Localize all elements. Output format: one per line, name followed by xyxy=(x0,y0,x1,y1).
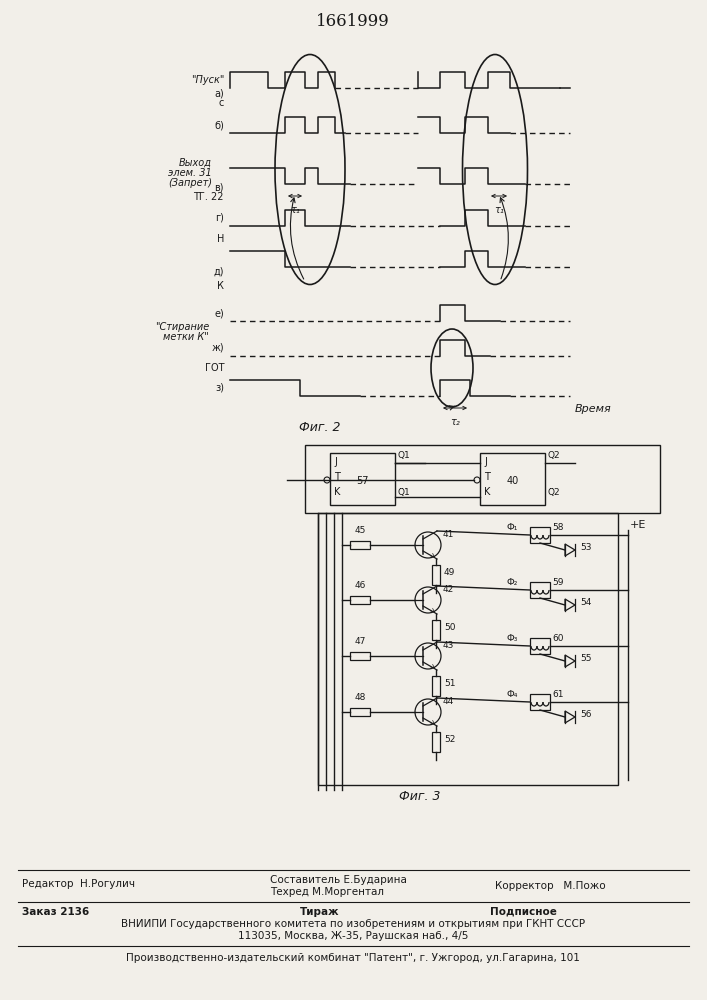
Text: 46: 46 xyxy=(354,581,366,590)
Text: е): е) xyxy=(214,308,224,318)
Text: Н: Н xyxy=(216,233,224,243)
Bar xyxy=(350,708,370,716)
Bar xyxy=(432,676,440,696)
Text: 52: 52 xyxy=(444,735,455,744)
Bar xyxy=(432,565,440,585)
Text: 42: 42 xyxy=(443,585,455,594)
Text: ГОТ: ГОТ xyxy=(204,363,224,373)
Text: Тираж: Тираж xyxy=(300,907,339,917)
Text: 61: 61 xyxy=(552,690,563,699)
Text: элем. 31: элем. 31 xyxy=(168,168,212,178)
Text: 1661999: 1661999 xyxy=(316,13,390,30)
Text: 60: 60 xyxy=(552,634,563,643)
Text: K: K xyxy=(334,487,340,497)
Text: "Стирание: "Стирание xyxy=(155,322,209,332)
Text: Q1: Q1 xyxy=(397,451,410,460)
Text: Выход: Выход xyxy=(179,158,212,168)
Text: τ₁: τ₁ xyxy=(290,205,300,215)
Text: +E: +E xyxy=(630,520,646,530)
Bar xyxy=(305,445,660,513)
Bar xyxy=(350,652,370,660)
Bar xyxy=(432,620,440,640)
Text: Производственно-издательский комбинат "Патент", г. Ужгород, ул.Гагарина, 101: Производственно-издательский комбинат "П… xyxy=(126,953,580,963)
Text: Заказ 2136: Заказ 2136 xyxy=(22,907,89,917)
Text: д): д) xyxy=(214,267,224,277)
Text: 50: 50 xyxy=(444,623,455,632)
Text: τ₂: τ₂ xyxy=(450,417,460,427)
Text: (Запрет): (Запрет) xyxy=(168,178,212,188)
Text: Подписное: Подписное xyxy=(490,907,557,917)
Text: 59: 59 xyxy=(552,578,563,587)
Text: T: T xyxy=(484,472,490,482)
Bar xyxy=(350,541,370,549)
Text: ж): ж) xyxy=(211,343,224,353)
Text: а): а) xyxy=(214,88,224,98)
Text: ТГ. 22: ТГ. 22 xyxy=(194,192,224,202)
Text: метки К": метки К" xyxy=(163,332,209,342)
Text: 43: 43 xyxy=(443,641,455,650)
Text: К: К xyxy=(217,281,224,291)
Text: 54: 54 xyxy=(580,598,591,607)
Bar xyxy=(350,596,370,604)
Text: T: T xyxy=(334,472,340,482)
Text: "Пуск": "Пуск" xyxy=(191,75,224,85)
Bar xyxy=(432,732,440,752)
Text: 55: 55 xyxy=(580,654,592,663)
Bar xyxy=(330,453,395,505)
Text: Время: Время xyxy=(575,404,612,414)
Bar xyxy=(318,513,618,785)
Text: Q2: Q2 xyxy=(547,451,560,460)
Bar xyxy=(530,638,550,654)
Text: Ф₃: Ф₃ xyxy=(507,634,518,643)
Text: J: J xyxy=(484,457,487,467)
Text: K: K xyxy=(484,487,491,497)
Text: τ₁: τ₁ xyxy=(494,205,504,215)
Text: 48: 48 xyxy=(354,693,366,702)
Text: Фиг. 3: Фиг. 3 xyxy=(399,790,440,803)
Text: 58: 58 xyxy=(552,523,563,532)
Text: 113035, Москва, Ж-35, Раушская наб., 4/5: 113035, Москва, Ж-35, Раушская наб., 4/5 xyxy=(238,931,468,941)
Bar xyxy=(530,694,550,710)
Text: в): в) xyxy=(214,182,224,192)
Text: Редактор  Н.Рогулич: Редактор Н.Рогулич xyxy=(22,879,135,889)
Text: Ф₄: Ф₄ xyxy=(507,690,518,699)
Text: 53: 53 xyxy=(580,543,592,552)
Text: Корректор   М.Пожо: Корректор М.Пожо xyxy=(495,881,606,891)
Text: б): б) xyxy=(214,120,224,130)
Text: Фиг. 2: Фиг. 2 xyxy=(299,421,341,434)
Text: Ф₁: Ф₁ xyxy=(507,523,518,532)
Text: 44: 44 xyxy=(443,697,455,706)
Text: 45: 45 xyxy=(354,526,366,535)
Text: Техред М.Моргентал: Техред М.Моргентал xyxy=(270,887,384,897)
Text: 47: 47 xyxy=(354,637,366,646)
Text: 56: 56 xyxy=(580,710,592,719)
Text: ВНИИПИ Государственного комитета по изобретениям и открытиям при ГКНТ СССР: ВНИИПИ Государственного комитета по изоб… xyxy=(121,919,585,929)
Text: з): з) xyxy=(215,383,224,393)
Text: J: J xyxy=(334,457,337,467)
Text: Составитель Е.Бударина: Составитель Е.Бударина xyxy=(270,875,407,885)
Text: г): г) xyxy=(215,213,224,223)
Bar xyxy=(480,453,545,505)
Text: 57: 57 xyxy=(356,476,369,486)
Bar xyxy=(530,582,550,598)
Bar xyxy=(530,527,550,543)
Text: 51: 51 xyxy=(444,679,455,688)
Text: 49: 49 xyxy=(444,568,455,577)
Text: 40: 40 xyxy=(506,476,519,486)
Text: Ф₂: Ф₂ xyxy=(507,578,518,587)
Text: Q̄2: Q̄2 xyxy=(547,488,560,497)
Text: Q̄1: Q̄1 xyxy=(397,488,410,497)
Text: с: с xyxy=(218,98,224,107)
Text: 41: 41 xyxy=(443,530,455,539)
